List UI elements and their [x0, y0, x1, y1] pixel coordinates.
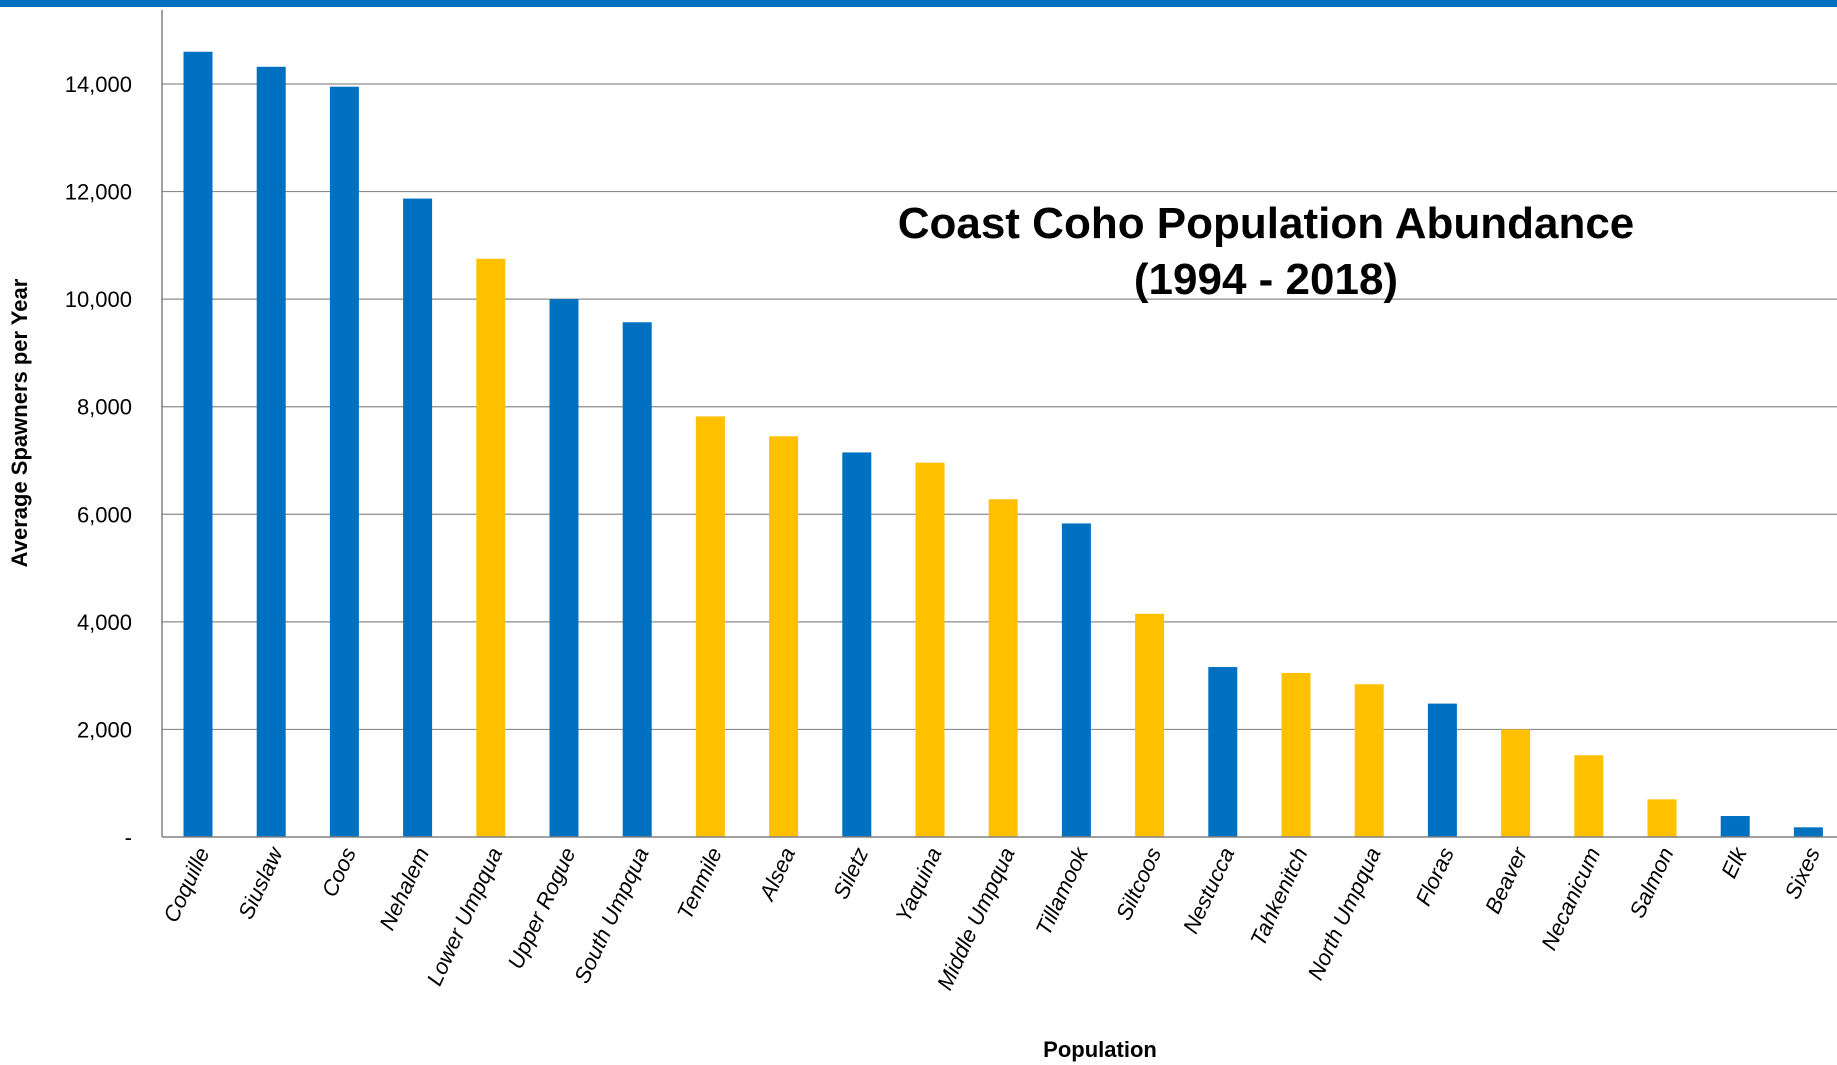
- bar: [1427, 703, 1457, 837]
- bar: [183, 51, 213, 837]
- x-tick-label: Middle Umpqua: [932, 844, 1020, 994]
- x-tick-label: Lower Umpqua: [422, 844, 508, 990]
- bar: [1061, 523, 1091, 837]
- y-tick-label: 10,000: [65, 287, 132, 312]
- x-tick-label: Siuslaw: [233, 842, 289, 923]
- bar: [476, 258, 506, 837]
- y-axis-title: Average Spawners per Year: [7, 278, 32, 567]
- chart-subtitle: (1994 - 2018): [1134, 255, 1398, 304]
- x-tick-label: Tahkenitch: [1245, 844, 1312, 950]
- bar: [842, 452, 872, 837]
- y-tick-label: -: [125, 825, 132, 850]
- bar: [1208, 667, 1238, 837]
- y-tick-label: 14,000: [65, 72, 132, 97]
- x-tick-label: South Umpqua: [569, 844, 654, 988]
- bar: [695, 416, 725, 837]
- bar: [1135, 613, 1165, 837]
- x-tick-label: Salmon: [1624, 844, 1678, 922]
- header-bar: [0, 0, 1837, 7]
- bar: [622, 322, 652, 837]
- y-tick-label: 8,000: [77, 395, 132, 420]
- x-tick-label: Upper Rogue: [503, 844, 581, 973]
- chart-title: Coast Coho Population Abundance: [898, 199, 1635, 248]
- x-tick-label: Nestucca: [1178, 844, 1239, 938]
- x-tick-label: Floras: [1410, 844, 1458, 910]
- x-tick-label: Siletz: [828, 844, 873, 903]
- bar: [1354, 684, 1384, 837]
- bar: [1647, 799, 1677, 837]
- x-tick-label: North Umpqua: [1303, 844, 1386, 984]
- x-tick-label: Tenmile: [672, 844, 727, 924]
- bar: [329, 86, 359, 838]
- x-tick-label: Necanicum: [1536, 844, 1605, 954]
- x-tick-label: Coos: [317, 844, 361, 901]
- y-tick-label: 12,000: [65, 180, 132, 205]
- bar: [1281, 672, 1311, 837]
- bar: [549, 299, 579, 838]
- x-axis-title: Population: [1043, 1037, 1157, 1062]
- y-tick-label: 4,000: [77, 610, 132, 635]
- bars: [183, 51, 1823, 838]
- bar: [1793, 827, 1823, 837]
- x-tick-label: Coquille: [158, 844, 214, 927]
- bar: [1720, 816, 1750, 837]
- bar: [403, 198, 433, 837]
- x-tick-label: Nehalem: [374, 844, 434, 934]
- x-tick-label: Elk: [1716, 843, 1752, 882]
- y-tick-labels: - 2,000 4,000 6,000 8,000 10,000 12,000 14,000: [65, 72, 132, 850]
- bar: [1574, 755, 1604, 837]
- x-tick-label: Sixes: [1780, 844, 1825, 903]
- bar: [1501, 729, 1531, 837]
- y-tick-label: 2,000: [77, 717, 132, 742]
- bar: [988, 499, 1018, 837]
- x-tick-label: Alsea: [753, 844, 800, 906]
- bar: [769, 436, 799, 837]
- x-tick-label: Siltcoos: [1111, 844, 1166, 924]
- bar: [256, 66, 286, 837]
- x-tick-label: Tillamook: [1031, 843, 1094, 940]
- bar: [915, 462, 945, 837]
- x-tick-label: Beaver: [1480, 842, 1533, 917]
- y-tick-label: 6,000: [77, 502, 132, 527]
- x-tick-label: Yaquina: [890, 844, 946, 926]
